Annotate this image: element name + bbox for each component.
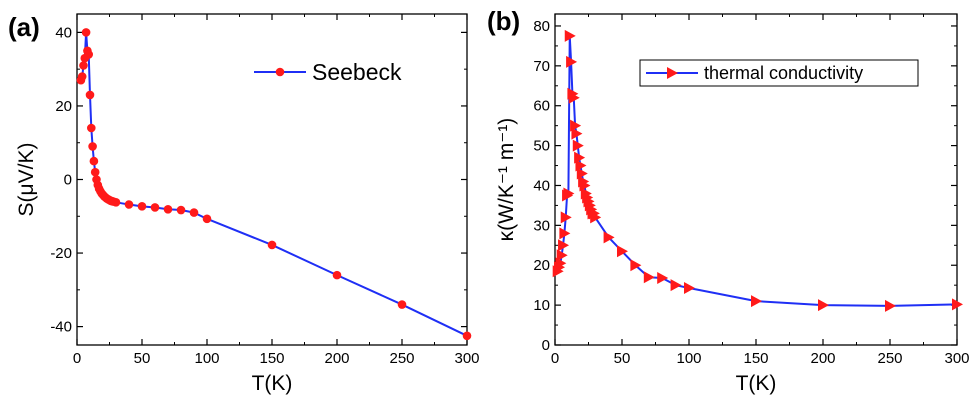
- data-point: [617, 245, 628, 258]
- data-point: [818, 299, 829, 312]
- data-point: [568, 91, 580, 104]
- data-point: [566, 55, 578, 68]
- chart-seebeck: 0 50 100 150 200 250 300 -40 -20 0 20 40 T(K) S(μV/K)…: [8, 12, 480, 395]
- data-point: [163, 204, 173, 214]
- data-point: [332, 270, 342, 280]
- y-tick-label: 30: [533, 217, 550, 234]
- panel-label: (a): [8, 12, 40, 42]
- data-point: [952, 298, 963, 311]
- data-point: [670, 279, 682, 292]
- data-point: [643, 271, 655, 284]
- data-point: [657, 272, 669, 285]
- data-point: [124, 200, 134, 209]
- data-point: [137, 202, 147, 211]
- data-point: [684, 281, 695, 294]
- x-tick-label: 250: [877, 350, 902, 367]
- data-point: [462, 331, 472, 341]
- y-tick-label: 0: [542, 337, 550, 354]
- legend-label: thermal conductivity: [704, 63, 863, 83]
- y-tick-label: 70: [533, 58, 550, 75]
- data-point: [564, 29, 576, 42]
- x-tick-label: 100: [676, 350, 701, 367]
- data-point: [267, 240, 277, 250]
- data-point: [572, 139, 584, 152]
- legend-marker: [275, 67, 285, 77]
- series-line: [79, 31, 468, 337]
- data-point: [560, 211, 572, 224]
- x-tick-label: 250: [389, 350, 414, 367]
- y-tick-label: 40: [533, 177, 550, 194]
- data-point: [556, 249, 568, 262]
- data-point: [571, 127, 583, 140]
- y-tick-label: -40: [50, 319, 72, 336]
- data-point: [85, 90, 95, 100]
- data-point: [81, 28, 91, 37]
- data-point: [603, 231, 615, 244]
- y-axis-title: κ(W/K⁻¹ m⁻¹): [495, 118, 518, 242]
- data-point: [189, 208, 199, 217]
- data-point: [176, 205, 186, 215]
- y-tick-label: 10: [533, 297, 550, 314]
- y-tick-label: 20: [55, 98, 72, 115]
- legend-marker: [667, 67, 678, 79]
- data-point: [885, 299, 896, 312]
- x-tick-label: 150: [743, 350, 768, 367]
- data-point: [77, 72, 87, 81]
- y-tick-label: 60: [533, 98, 550, 115]
- data-point: [89, 156, 99, 166]
- x-axis-title: T(K): [736, 372, 777, 395]
- x-tick-label: 300: [944, 350, 969, 367]
- plot-frame: [76, 13, 468, 346]
- panel-label: (b): [487, 6, 520, 36]
- data-point: [590, 211, 602, 224]
- data-point: [79, 61, 88, 70]
- x-tick-label: 50: [134, 350, 151, 367]
- y-tick-label: -20: [50, 245, 72, 262]
- legend-label: Seebeck: [312, 59, 402, 85]
- x-tick-label: 50: [614, 350, 631, 367]
- y-tick-label: 50: [533, 138, 550, 155]
- y-tick-label: 80: [533, 18, 550, 35]
- x-tick-label: 300: [454, 350, 479, 367]
- data-point: [111, 198, 121, 207]
- data-point: [88, 142, 97, 151]
- data-point: [90, 167, 100, 177]
- data-point: [559, 227, 571, 240]
- y-tick-label: 0: [64, 172, 72, 189]
- y-tick-label: 40: [55, 24, 72, 41]
- y-axis-title: S(μV/K): [15, 143, 38, 217]
- data-point: [563, 187, 575, 200]
- data-point: [84, 50, 93, 59]
- y-tick-label: 20: [533, 257, 550, 274]
- x-tick-label: 200: [810, 350, 835, 367]
- data-point: [87, 123, 96, 133]
- x-tick-label: 0: [551, 350, 559, 367]
- data-point: [751, 295, 762, 308]
- data-point: [630, 259, 642, 272]
- data-point: [397, 300, 407, 309]
- x-tick-label: 0: [73, 350, 81, 367]
- data-point: [150, 203, 160, 212]
- data-point: [558, 239, 570, 252]
- chart-thermal-conductivity: 0 50 100 150 200 250 300 0 10 20 30 40 50 60 70 80 T(K) κ…: [487, 6, 969, 395]
- x-tick-label: 200: [324, 350, 349, 367]
- data-point: [202, 214, 212, 224]
- x-tick-label: 100: [194, 350, 219, 367]
- x-tick-label: 150: [259, 350, 284, 367]
- x-axis-title: T(K): [252, 372, 293, 395]
